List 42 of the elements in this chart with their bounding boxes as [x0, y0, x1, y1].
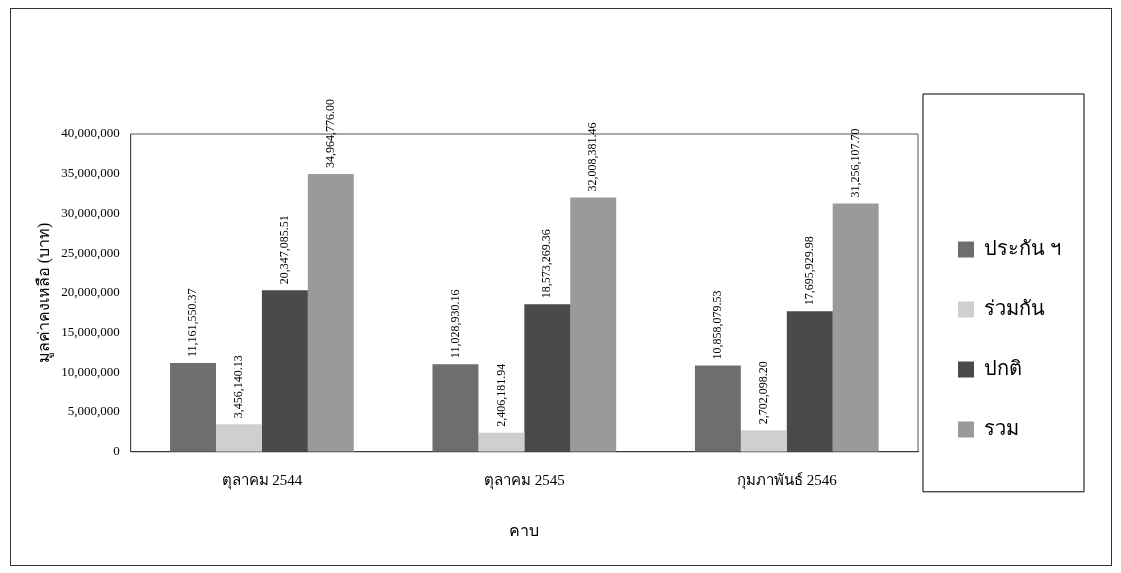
data-label: 2,406,181.94 [493, 363, 508, 427]
bar [524, 304, 571, 452]
y-tick-label: 5,000,000 [67, 403, 120, 419]
data-label: 32,008,381.46 [585, 122, 600, 192]
data-label: 2,702,098.20 [755, 361, 770, 425]
x-tick-label: ตุลาคม 2545 [483, 471, 565, 490]
data-label: 11,161,550.37 [185, 288, 200, 358]
legend-label: ปกติ [984, 356, 1022, 379]
y-tick-label: 20,000,000 [61, 284, 120, 300]
bar [432, 364, 479, 452]
bar [307, 174, 354, 452]
bar [740, 430, 787, 452]
y-tick-label: 15,000,000 [61, 324, 120, 340]
legend-label: ประกัน ฯ [984, 236, 1061, 259]
y-tick-label: 30,000,000 [61, 204, 120, 220]
bar [786, 311, 833, 452]
data-label: 10,858,079.53 [710, 290, 725, 360]
y-tick-label: 10,000,000 [61, 363, 120, 379]
bar [170, 363, 216, 452]
data-label: 20,347,085.51 [277, 215, 292, 285]
x-tick-label: กุมภาพันธ์ 2546 [736, 471, 838, 490]
data-label: 3,456,140.13 [231, 355, 246, 419]
y-tick-label: 25,000,000 [61, 244, 120, 260]
y-tick-label: 0 [113, 443, 120, 459]
legend-label: ร่วมกัน [984, 296, 1045, 319]
data-label: 11,028,930.16 [447, 289, 462, 359]
data-label: 34,964,776.00 [322, 99, 337, 168]
y-tick-label: 40,000,000 [61, 125, 120, 141]
x-axis-title: คาบ [509, 521, 540, 539]
bar [261, 290, 308, 452]
legend-label: รวม [984, 416, 1019, 439]
data-label: 18,573,269.36 [539, 229, 554, 299]
bar [478, 432, 525, 452]
bar [215, 424, 262, 452]
bar [832, 203, 879, 452]
y-tick-label: 35,000,000 [61, 165, 120, 181]
data-label: 17,695,929.98 [801, 236, 816, 306]
data-label: 31,256,107.70 [847, 128, 862, 198]
x-tick-label: ตุลาคม 2544 [221, 471, 303, 490]
y-axis-title: มูลค่าคงเหลือ (บาท) [34, 222, 54, 364]
bar [694, 365, 741, 452]
bar [570, 197, 617, 452]
